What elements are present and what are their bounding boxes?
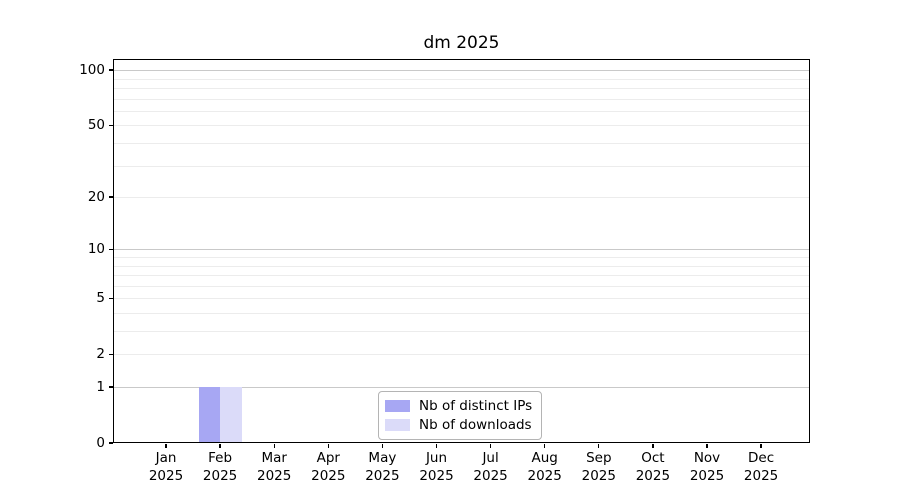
x-tick-year: 2025 [527, 467, 562, 484]
x-tick-year: 2025 [743, 467, 779, 484]
x-tick-label: Jun 2025 [407, 450, 467, 485]
x-tick-label: Oct 2025 [623, 450, 683, 485]
x-tick [489, 444, 492, 449]
x-tick [598, 444, 600, 449]
x-tick-year: 2025 [202, 467, 238, 484]
y-tick-label: 50 [87, 117, 105, 134]
x-tick-year: 2025 [689, 467, 725, 484]
y-tick-label: 0 [96, 435, 105, 451]
x-tick [165, 444, 167, 449]
y-tick-label: 10 [87, 241, 105, 258]
y-tick [109, 442, 113, 444]
gridline-minor [113, 354, 810, 356]
y-tick [109, 124, 113, 127]
gridline-minor [113, 285, 810, 287]
gridline-minor [113, 78, 810, 80]
x-tick-label: Jul 2025 [461, 450, 521, 485]
x-tick-label: Nov 2025 [677, 450, 737, 485]
gridline-minor [113, 98, 810, 100]
y-tick [109, 196, 113, 198]
gridline-minor [113, 165, 810, 167]
x-tick-label: Feb 2025 [190, 450, 250, 485]
gridline-major [113, 387, 810, 388]
x-tick-year: 2025 [635, 467, 671, 484]
x-tick-label: Aug 2025 [515, 450, 575, 485]
y-tick [109, 386, 113, 388]
gridline-minor [113, 265, 810, 267]
legend-label: Nb of distinct IPs [419, 397, 533, 414]
gridline-minor [113, 275, 810, 277]
x-tick-month: Aug [531, 450, 558, 466]
x-tick-label: May 2025 [352, 450, 412, 485]
gridline-minor [113, 298, 810, 300]
gridline-minor [113, 331, 810, 332]
x-tick [327, 444, 329, 449]
x-tick-year: 2025 [311, 467, 346, 484]
gridline-minor [113, 197, 810, 199]
x-tick-month: Mar [261, 450, 287, 466]
gridline-minor [113, 110, 810, 112]
gridline-major [113, 249, 810, 251]
x-tick [219, 444, 221, 449]
gridline-major [113, 70, 810, 72]
x-tick-month: Jun [425, 450, 448, 466]
x-tick [544, 444, 546, 449]
x-tick [381, 444, 384, 449]
x-tick [760, 444, 762, 449]
axes-spines [113, 59, 810, 443]
x-tick [652, 444, 654, 449]
y-tick-label: 100 [79, 62, 105, 79]
legend-swatch-distinct-ips [385, 399, 410, 412]
x-tick-month: Apr [316, 450, 340, 466]
legend-item: Nb of distinct IPs [385, 396, 532, 415]
y-tick [109, 353, 113, 355]
plot-area [109, 59, 810, 449]
legend-swatch-downloads [385, 418, 410, 431]
x-tick-label: Dec 2025 [731, 450, 791, 485]
gridline-minor [113, 125, 810, 127]
x-tick-year: 2025 [148, 467, 184, 484]
legend-item: Nb of downloads [385, 415, 532, 434]
x-tick-year: 2025 [419, 467, 454, 484]
gridline-minor [113, 256, 810, 258]
x-tick-year: 2025 [473, 467, 508, 484]
x-tick [273, 444, 275, 449]
y-tick-label: 1 [96, 379, 105, 395]
x-tick [706, 444, 708, 449]
x-tick-month: Oct [641, 450, 665, 466]
x-tick-label: Jan 2025 [136, 450, 196, 485]
x-tick-label: Sep 2025 [569, 450, 629, 485]
x-tick-month: Nov [693, 450, 721, 466]
x-tick-year: 2025 [581, 467, 616, 484]
legend-label: Nb of downloads [419, 416, 532, 433]
gridline-minor [113, 143, 810, 144]
gridline-minor [113, 312, 810, 314]
y-tick [109, 248, 113, 250]
x-tick-month: Jul [482, 450, 499, 466]
x-tick-month: Dec [748, 450, 775, 466]
gridline-minor [113, 88, 810, 89]
y-tick [109, 297, 113, 299]
x-tick-label: Apr 2025 [298, 450, 358, 485]
y-tick-label: 5 [96, 290, 105, 307]
y-tick [109, 69, 113, 71]
x-tick [435, 444, 438, 449]
x-tick-month: Feb [208, 450, 233, 466]
x-tick-year: 2025 [365, 467, 400, 484]
x-tick-month: Jan [155, 450, 177, 466]
x-tick-year: 2025 [257, 467, 292, 484]
x-tick-month: May [368, 450, 397, 466]
bar-distinct-ips [198, 387, 221, 443]
chart-title: dm 2025 [423, 33, 500, 53]
y-tick-label: 20 [87, 189, 105, 206]
x-tick-month: Sep [586, 450, 612, 466]
bar-downloads [220, 387, 242, 443]
x-tick-label: Mar 2025 [244, 450, 304, 485]
y-tick-label: 2 [96, 346, 105, 363]
legend: Nb of distinct IPs Nb of downloads [378, 391, 543, 440]
